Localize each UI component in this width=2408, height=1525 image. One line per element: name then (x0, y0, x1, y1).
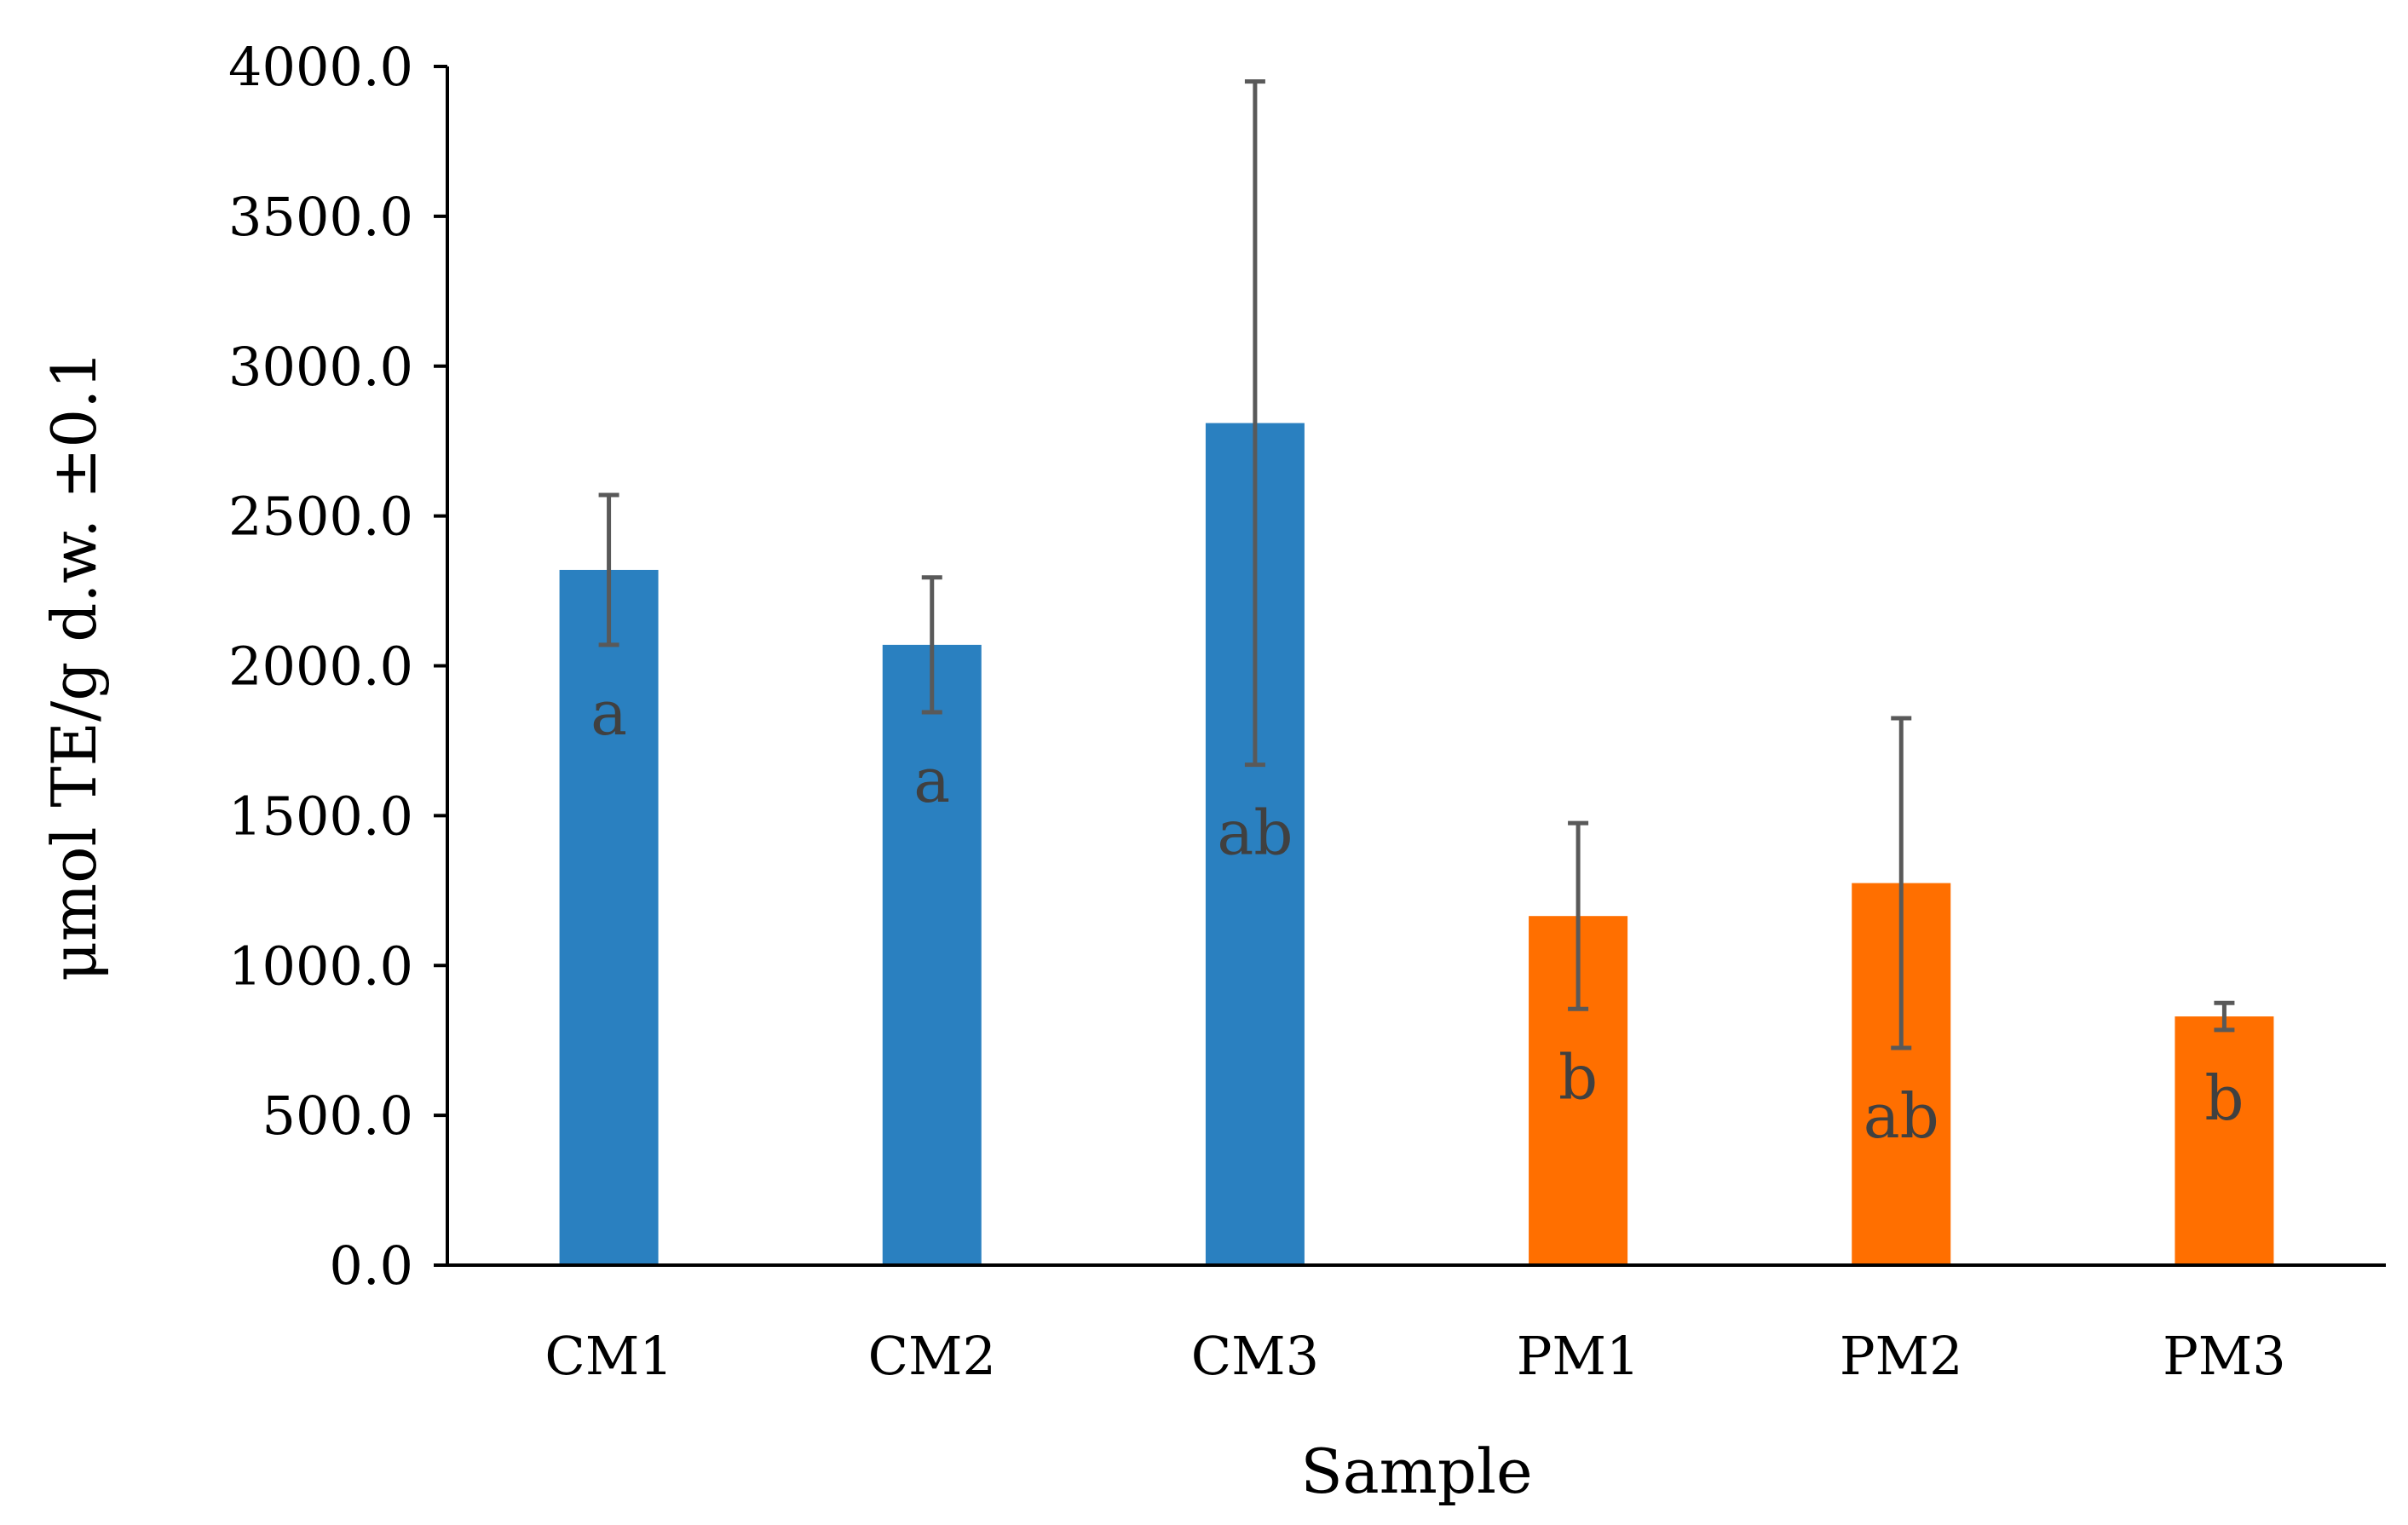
y-tick-label: 4000.0 (228, 36, 413, 98)
y-tick-label: 1500.0 (228, 785, 413, 847)
bar-cm1 (559, 569, 659, 1265)
significance-letter-pm2: ab (1864, 1080, 1939, 1152)
y-tick-label: 2000.0 (228, 636, 413, 698)
significance-letters-group: a a ab b ab b (590, 677, 2244, 1152)
bar-cm2 (882, 644, 982, 1265)
y-axis-title: μmol TE/g d.w. ±0.1 (38, 350, 110, 981)
y-tick-label: 3000.0 (228, 336, 413, 398)
bar-pm3 (2175, 1016, 2274, 1265)
significance-letter-pm1: b (1558, 1041, 1598, 1113)
significance-letter-cm2: a (913, 745, 950, 816)
significance-letter-cm1: a (590, 677, 627, 749)
x-axis-tick-labels: CM1 CM2 CM3 PM1 PM2 PM3 (544, 1325, 2285, 1387)
x-tick-label-pm1: PM1 (1517, 1325, 1640, 1387)
x-tick-label-cm2: CM2 (868, 1325, 996, 1387)
significance-letter-cm3: ab (1217, 797, 1293, 869)
y-axis-ticks: 0.0 500.0 1000.0 1500.0 2000.0 2500.0 3000.0 35… (228, 36, 447, 1297)
y-tick-label: 0.0 (329, 1234, 413, 1297)
error-bars-group (598, 79, 2235, 1050)
x-tick-label-cm3: CM3 (1191, 1325, 1319, 1387)
x-tick-label-pm2: PM2 (1840, 1325, 1963, 1387)
x-tick-label-pm3: PM3 (2163, 1325, 2286, 1387)
x-axis-title: Sample (1300, 1436, 1532, 1507)
y-tick-label: 2500.0 (228, 486, 413, 548)
y-tick-label: 3500.0 (228, 186, 413, 248)
y-tick-label: 1000.0 (228, 935, 413, 997)
x-tick-label-cm1: CM1 (544, 1325, 672, 1387)
significance-letter-pm3: b (2204, 1062, 2244, 1134)
y-tick-label: 500.0 (262, 1085, 414, 1147)
bars-group (559, 423, 2274, 1265)
